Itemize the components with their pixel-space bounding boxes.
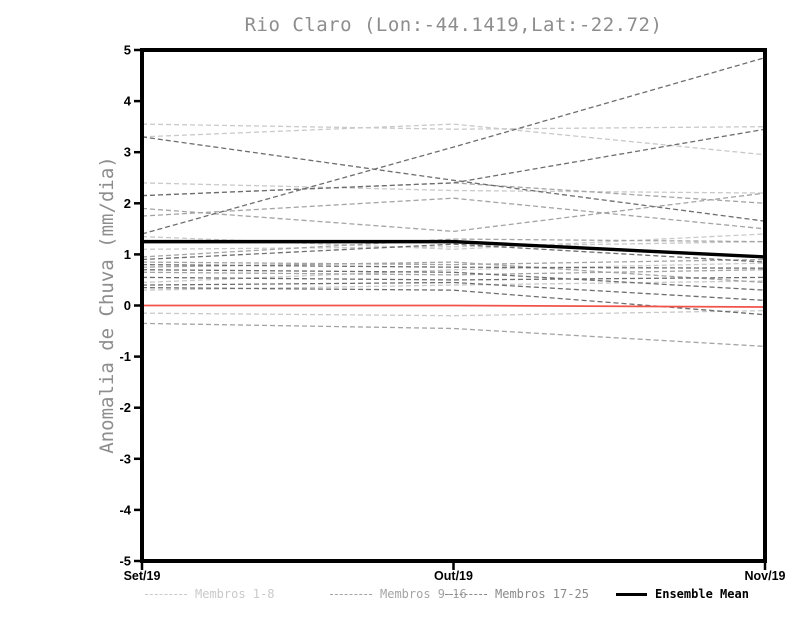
member-line-16: [141, 322, 766, 348]
member-line-9: [141, 182, 766, 204]
ensemble-mean-line: [142, 239, 766, 259]
member-line-22: [141, 269, 766, 291]
legend-label: Membros 9-16: [380, 587, 467, 601]
y-tick-label: -4: [119, 502, 131, 517]
member-line-18: [141, 57, 766, 235]
member-line-1: [141, 123, 766, 130]
y-tick-label: 4: [124, 94, 132, 109]
x-tick-label: Out/19: [434, 569, 473, 583]
legend-entry-membros-17-25: Membros 17-25: [445, 586, 589, 602]
member-line-23: [141, 276, 766, 281]
legend-label: Ensemble Mean: [655, 587, 749, 601]
member-line-19: [141, 128, 766, 197]
y-tick-label: 0: [124, 298, 131, 313]
legend-entry-membros-9-16: Membros 9-16: [330, 586, 467, 602]
dashed-line-sample: [445, 593, 487, 595]
member-line-13: [141, 258, 766, 266]
member-line-10: [141, 192, 766, 233]
member-line-15: [141, 269, 766, 276]
y-tick-label: 3: [124, 145, 131, 160]
plot-frame: [140, 48, 767, 563]
x-tick-label: Set/19: [124, 569, 161, 583]
member-line-6: [141, 262, 766, 284]
dashed-line-sample: [330, 593, 372, 595]
member-line-3: [141, 182, 766, 194]
y-tick-label: -1: [119, 349, 131, 364]
chart-title: Rio Claro (Lon:-44.1419,Lat:-22.72): [244, 14, 663, 36]
legend-label: Membros 1-8: [195, 587, 275, 601]
member-line-7: [141, 280, 766, 291]
y-tick-label: 1: [124, 247, 131, 262]
y-tick-label: 2: [124, 196, 131, 211]
member-line-12: [141, 238, 766, 258]
member-line-25: [141, 286, 766, 316]
member-line-17: [141, 136, 766, 222]
legend-entry-ensemble-mean: Ensemble Mean: [616, 586, 749, 602]
x-tick-label: Nov/19: [745, 569, 786, 583]
dashed-line-sample: [145, 593, 187, 595]
solid-line-sample: [616, 592, 647, 596]
member-line-11: [141, 197, 766, 230]
chart-legend: Membros 1-8 Membros 9-16 Membros 17-25 E…: [0, 586, 800, 606]
y-tick-label: -5: [119, 554, 131, 569]
legend-entry-membros-1-8: Membros 1-8: [145, 586, 274, 602]
y-tick-label: -3: [119, 451, 131, 466]
member-line-2: [141, 123, 766, 156]
member-line-8: [141, 309, 766, 317]
y-tick-label: 5: [124, 43, 131, 58]
zero-reference-line: [142, 304, 766, 308]
y-tick-label: -2: [119, 400, 131, 415]
legend-label: Membros 17-25: [495, 587, 589, 601]
